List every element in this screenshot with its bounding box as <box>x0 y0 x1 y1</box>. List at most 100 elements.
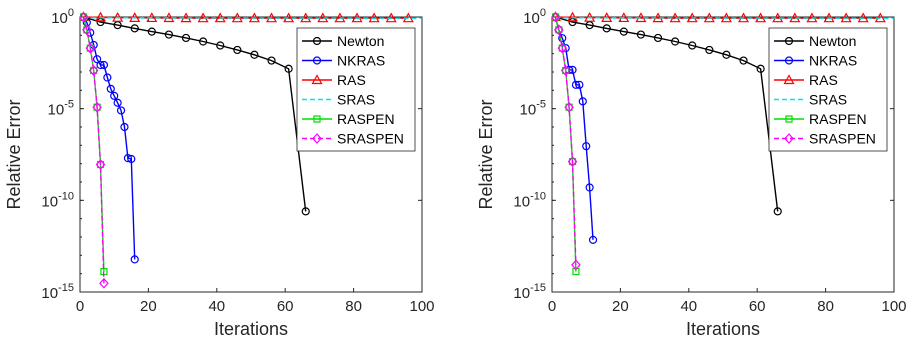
data-point <box>557 42 568 54</box>
series-nkras <box>552 12 598 244</box>
data-point <box>127 154 136 164</box>
data-point <box>756 64 765 73</box>
x-tick-label: 100 <box>881 298 906 315</box>
data-point <box>88 65 99 76</box>
data-point <box>571 80 581 89</box>
data-point <box>110 91 119 100</box>
legend: Newton NKRAS RAS SRAS RASPEN SRASPEN <box>296 27 416 152</box>
data-point <box>130 24 139 33</box>
legend-label: NKRAS <box>809 53 857 69</box>
y-tick-label: 10-5 <box>520 99 546 119</box>
y-tick-label: 100 <box>51 7 74 27</box>
data-point <box>564 101 574 113</box>
legend-label: SRASPEN <box>809 131 876 147</box>
data-point <box>120 122 129 132</box>
legend-label: Newton <box>809 33 856 49</box>
x-tick-label: 60 <box>277 298 294 315</box>
data-point <box>585 183 594 192</box>
data-point <box>705 45 714 55</box>
y-tick-label: 10-15 <box>41 282 74 302</box>
data-point <box>560 65 571 76</box>
data-point <box>85 42 96 54</box>
y-tick-label: 10-5 <box>48 99 74 119</box>
legend-label: NKRAS <box>337 53 385 69</box>
plot-area <box>551 16 895 293</box>
data-point <box>301 207 310 216</box>
data-point <box>113 98 122 107</box>
data-point <box>739 56 748 65</box>
data-point <box>566 11 579 22</box>
x-tick-label: 80 <box>345 298 362 315</box>
legend-label: RAS <box>337 72 366 88</box>
series-newton <box>552 12 782 216</box>
legend-marker <box>785 115 793 123</box>
x-axis-label: Iterations <box>686 319 760 339</box>
legend: Newton NKRAS RAS SRAS RASPEN SRASPEN <box>768 27 888 152</box>
series-sraspen <box>80 11 109 289</box>
x-tick-label: 0 <box>76 298 84 315</box>
legend-box <box>296 27 416 152</box>
data-point <box>636 30 646 39</box>
legend-marker <box>784 133 794 144</box>
legend-label: RASPEN <box>809 111 867 127</box>
legend-marker <box>312 56 322 65</box>
legend-label: SRAS <box>809 92 847 108</box>
legend-box <box>768 27 888 152</box>
data-point <box>92 101 102 113</box>
data-point <box>688 41 697 50</box>
data-point <box>233 45 242 55</box>
series-line <box>82 16 136 260</box>
data-point <box>99 60 109 70</box>
data-point <box>103 73 112 82</box>
data-point <box>199 37 208 46</box>
legend-marker <box>783 74 795 85</box>
series-sraspen <box>552 11 581 271</box>
x-tick-label: 100 <box>409 298 434 315</box>
legend-label: RAS <box>809 72 838 88</box>
legend-marker <box>313 115 321 123</box>
data-point <box>552 13 560 21</box>
legend-marker <box>312 133 322 144</box>
data-point <box>96 17 105 27</box>
data-point <box>181 33 191 43</box>
data-point <box>558 34 567 43</box>
data-point <box>578 97 587 106</box>
data-point <box>722 50 731 59</box>
data-point <box>130 255 139 264</box>
legend-marker <box>784 36 794 46</box>
data-point <box>568 17 577 27</box>
series-line <box>554 16 577 272</box>
data-point <box>582 142 591 151</box>
data-point <box>95 159 106 170</box>
data-point <box>653 33 663 43</box>
data-point <box>552 11 561 23</box>
series-line <box>554 16 577 265</box>
y-tick-label: 10-10 <box>513 190 546 210</box>
legend-label: SRASPEN <box>337 131 404 147</box>
data-point <box>567 156 578 167</box>
x-tick-label: 60 <box>749 298 766 315</box>
x-tick-label: 20 <box>612 298 629 315</box>
data-point <box>575 80 584 89</box>
data-region <box>80 11 422 289</box>
x-tick-label: 0 <box>548 298 556 315</box>
legend-label: Newton <box>337 33 384 49</box>
x-tick-label: 40 <box>208 298 225 315</box>
legend-label: RASPEN <box>337 111 395 127</box>
data-region <box>552 11 894 276</box>
data-point <box>284 64 293 73</box>
data-point <box>554 24 564 36</box>
data-point <box>106 84 115 93</box>
legend-marker <box>784 56 794 65</box>
series-line <box>554 16 594 240</box>
data-point <box>80 11 89 23</box>
data-point <box>116 106 126 115</box>
y-axis-label: Relative Error <box>4 99 24 209</box>
data-point <box>147 27 156 36</box>
data-point <box>602 24 611 33</box>
x-tick-label: 20 <box>140 298 157 315</box>
data-point <box>96 60 105 70</box>
legend-marker <box>311 74 323 85</box>
data-point <box>82 24 92 36</box>
